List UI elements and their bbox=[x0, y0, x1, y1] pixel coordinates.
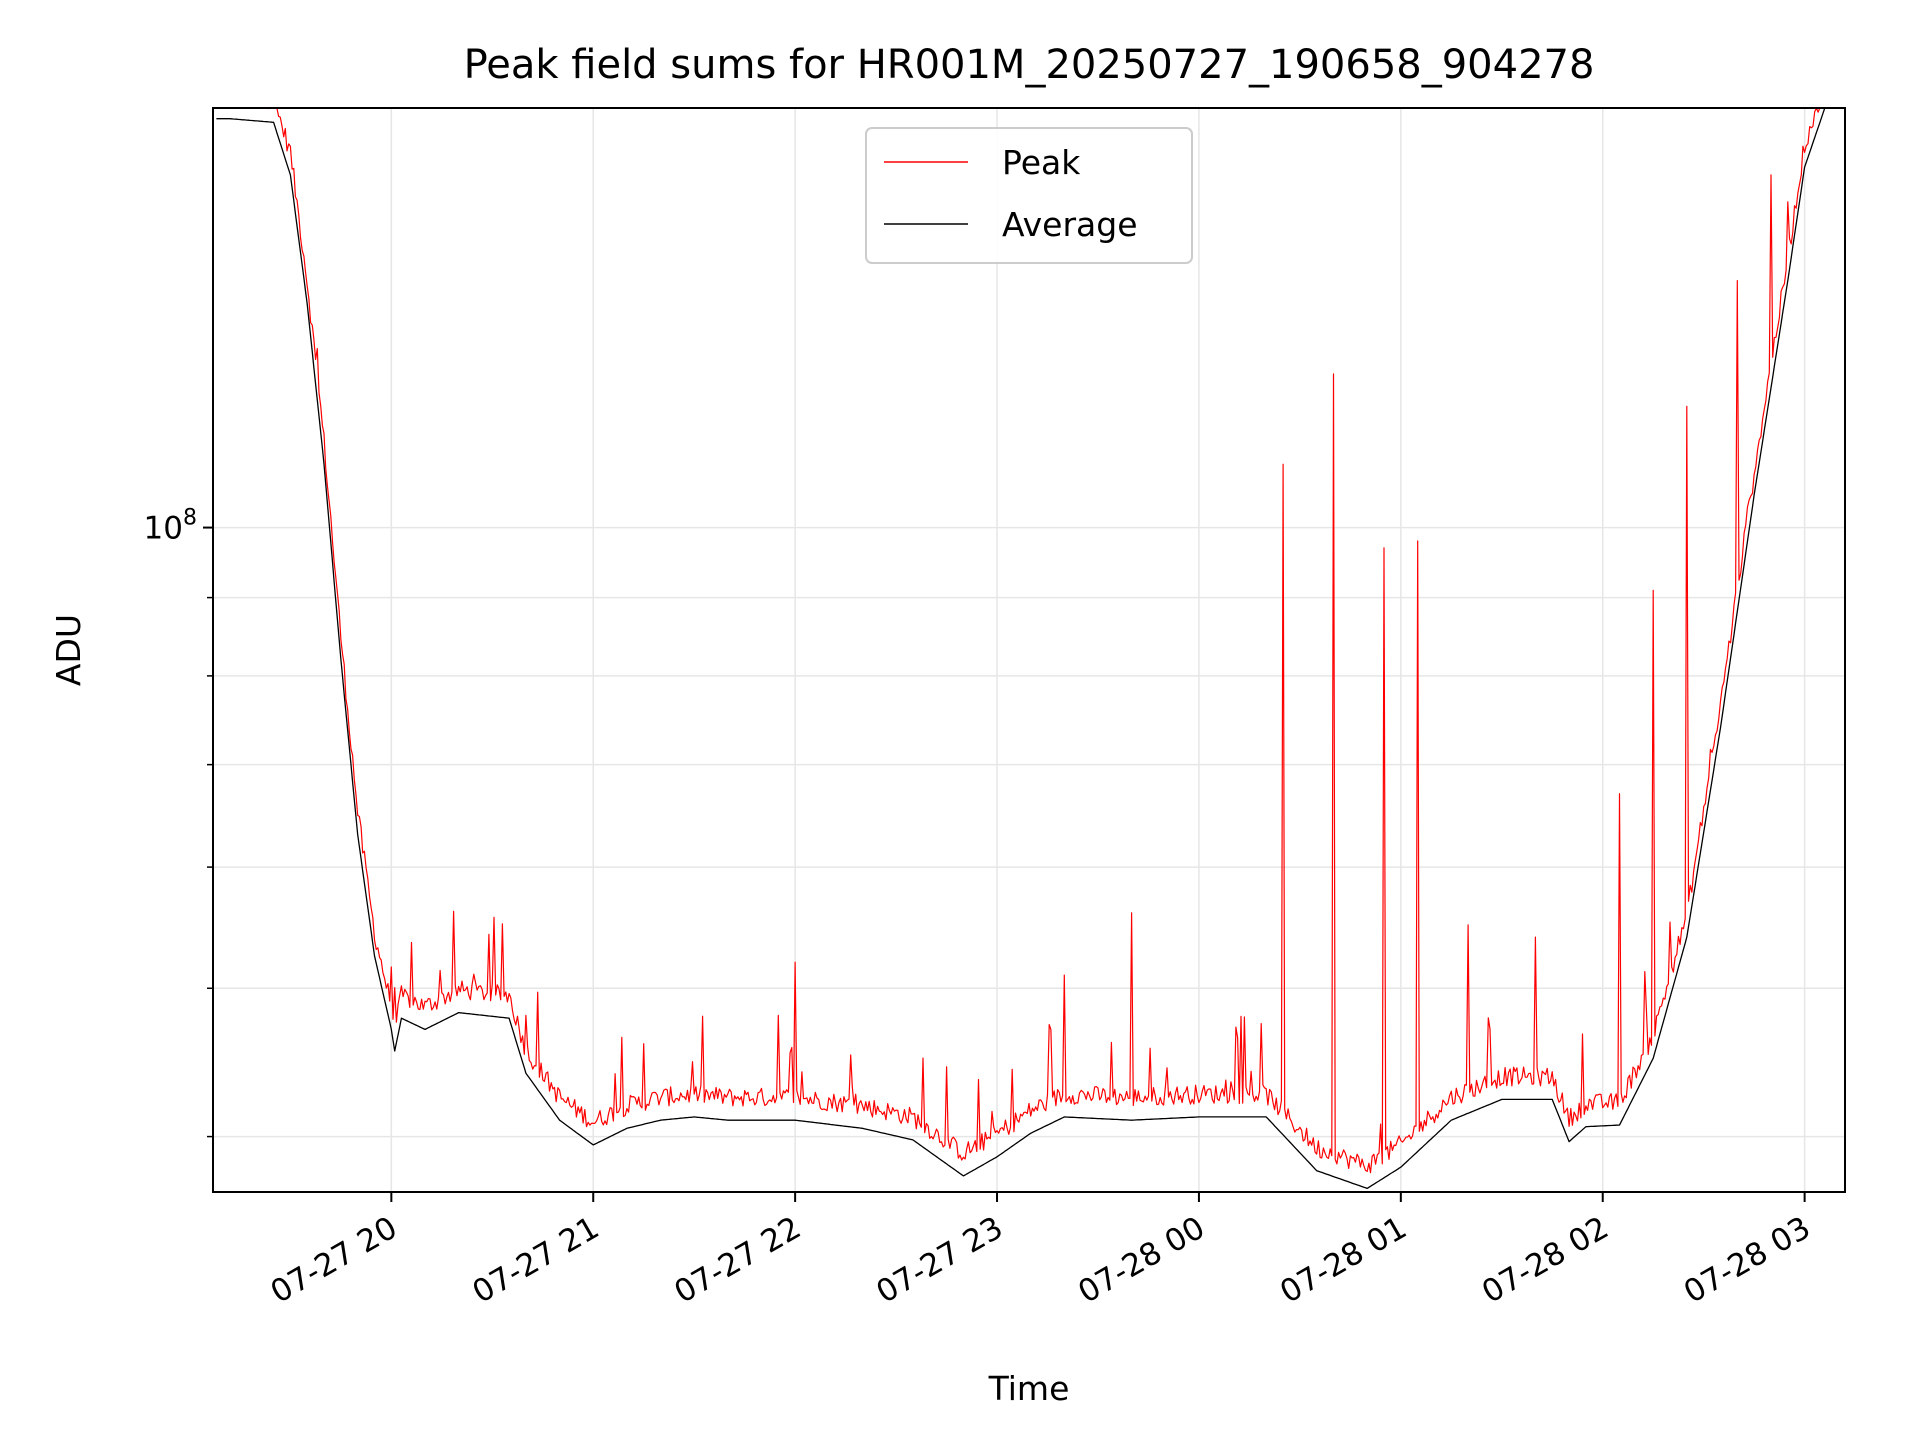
series-layer bbox=[216, 107, 1826, 1190]
x-axis-label: Time bbox=[988, 1369, 1070, 1408]
grid bbox=[213, 108, 1845, 1192]
y-tick-label: 108 bbox=[144, 506, 197, 547]
plot-frame bbox=[212, 107, 1846, 1193]
series-line-peak bbox=[216, 107, 1825, 1174]
series-line-average bbox=[216, 107, 1826, 1190]
chart-title: Peak field sums for HR001M_20250727_1906… bbox=[464, 42, 1595, 88]
legend-peak-label: Peak bbox=[1002, 143, 1081, 182]
legend: Peak Average bbox=[865, 127, 1193, 264]
legend-average-label: Average bbox=[1002, 205, 1138, 244]
y-axis-label: ADU bbox=[49, 614, 88, 686]
